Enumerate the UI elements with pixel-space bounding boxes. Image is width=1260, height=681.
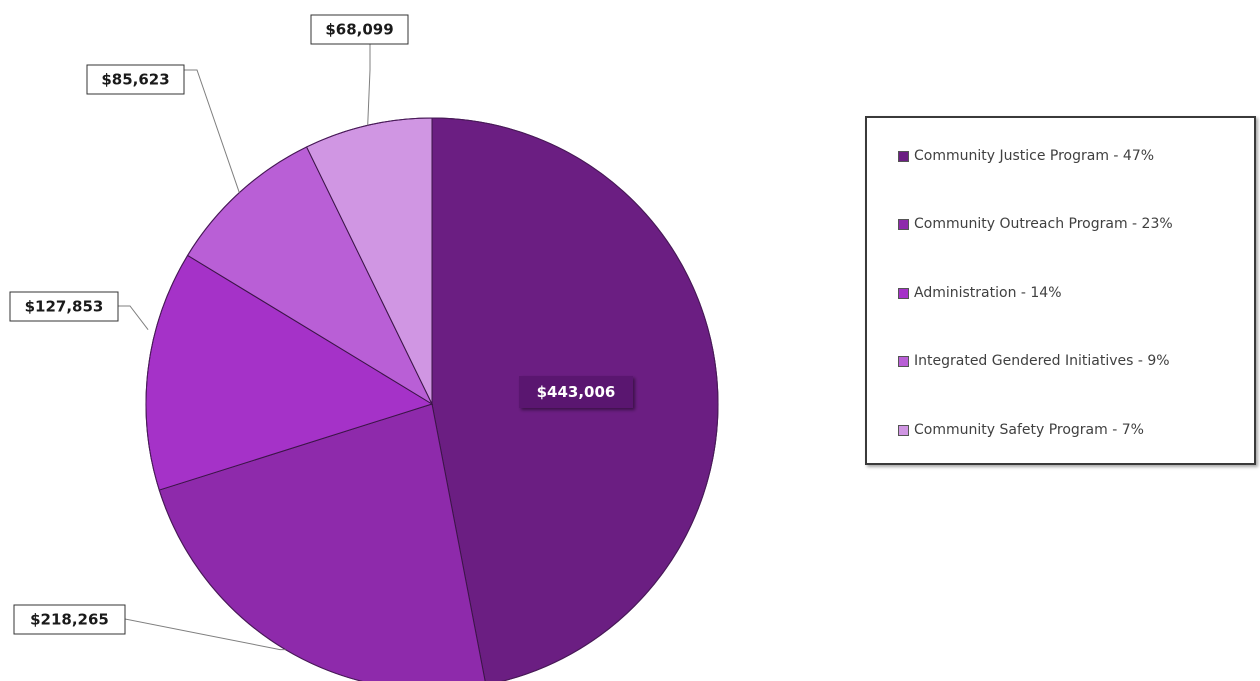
- legend-swatch: [898, 287, 909, 299]
- data-label-text: $127,853: [25, 298, 104, 316]
- legend-item-integrated-gendered: Integrated Gendered Initiatives - 9%: [898, 353, 1170, 369]
- legend-label: Administration - 14%: [914, 285, 1062, 301]
- data-label-text: $218,265: [30, 611, 109, 629]
- legend-label: Community Safety Program - 7%: [914, 422, 1144, 438]
- leader-line: [367, 44, 371, 126]
- legend-item-community-outreach: Community Outreach Program - 23%: [898, 216, 1173, 232]
- chart-legend: Community Justice Program - 47% Communit…: [865, 116, 1256, 465]
- legend-swatch: [898, 424, 909, 436]
- data-label-box: [86, 64, 185, 95]
- data-label-community-outreach-program: $218,265: [13, 604, 126, 635]
- data-label-integrated-gendered-initiatives: $85,623: [86, 64, 185, 95]
- legend-item-administration: Administration - 14%: [898, 285, 1062, 301]
- leader-line: [184, 69, 240, 193]
- legend-label: Community Outreach Program - 23%: [914, 216, 1173, 232]
- legend-swatch: [898, 355, 909, 367]
- data-label-community-safety-program: $68,099: [310, 14, 409, 45]
- data-label-text: $85,623: [101, 71, 169, 89]
- data-label-administration: $127,853: [9, 291, 119, 322]
- legend-label: Community Justice Program - 47%: [914, 148, 1155, 164]
- data-label-text: $443,006: [537, 383, 616, 401]
- data-label-text: $68,099: [325, 21, 393, 39]
- legend-item-community-justice: Community Justice Program - 47%: [898, 148, 1154, 164]
- legend-swatch: [898, 218, 909, 230]
- data-label-box: [519, 376, 633, 408]
- leader-line: [124, 618, 286, 651]
- legend-label: Integrated Gendered Initiatives - 9%: [914, 353, 1170, 369]
- pie-rim: [145, 117, 719, 681]
- data-label-box: [13, 604, 126, 635]
- legend-swatch: [898, 150, 909, 162]
- data-label-box: [9, 291, 119, 322]
- data-label-box: [310, 14, 409, 45]
- data-label-community-justice-program: $443,006: [519, 376, 633, 408]
- leader-line: [118, 305, 149, 331]
- legend-item-community-safety: Community Safety Program - 7%: [898, 422, 1144, 438]
